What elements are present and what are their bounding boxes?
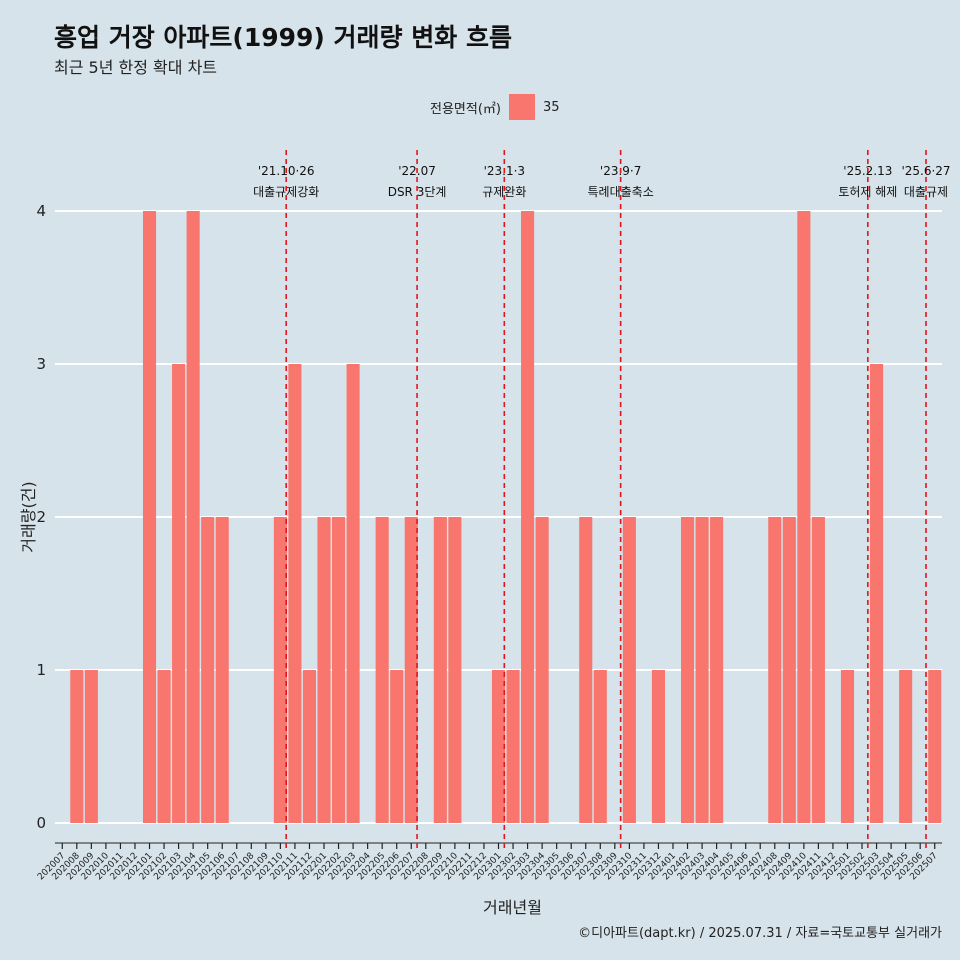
source-caption: ©디아파트(dapt.kr) / 2025.07.31 / 자료=국토교통부 실… [578, 926, 942, 941]
bar [70, 670, 84, 823]
legend-label: 35 [542, 99, 560, 115]
bar [928, 670, 942, 823]
event-description-label: 대출규제강화 [253, 185, 319, 199]
legend-title: 전용면적(㎡) [430, 101, 501, 117]
bar [157, 670, 171, 823]
event-description-label: 규제완화 [482, 185, 526, 199]
chart-title: 흥업 거장 아파트(1999) 거래량 변화 흐름 [54, 23, 512, 52]
bar [622, 517, 636, 823]
event-date-label: '25.2.13 [843, 164, 892, 178]
y-tick-label: 4 [36, 202, 46, 220]
x-axis-title: 거래년월 [483, 898, 542, 917]
bar [273, 517, 287, 823]
bar [593, 670, 607, 823]
legend: 전용면적(㎡) 35 [430, 94, 560, 120]
bar [870, 364, 884, 823]
bar [142, 211, 157, 823]
event-date-label: '21.10·26 [258, 164, 315, 178]
bar [201, 517, 215, 823]
bar [390, 670, 404, 823]
bar [651, 670, 665, 823]
bar [782, 517, 796, 823]
y-tick-label: 1 [36, 661, 46, 679]
bar [535, 517, 549, 823]
bar [840, 670, 855, 823]
bar [172, 364, 186, 823]
bar [84, 670, 98, 823]
bar [375, 517, 389, 823]
event-description-label: 토허제 해제 [838, 185, 897, 199]
bar [695, 517, 709, 823]
bar [710, 517, 724, 823]
y-tick-label: 3 [36, 355, 46, 373]
bar [332, 517, 346, 823]
bar [768, 517, 782, 823]
chart-subtitle: 최근 5년 한정 확대 차트 [54, 58, 218, 77]
bar [346, 364, 360, 823]
bar [797, 211, 811, 823]
bar [491, 670, 506, 823]
bar [579, 517, 593, 823]
event-description-label: 특례대출축소 [588, 185, 654, 199]
event-date-label: '23.1·3 [484, 164, 525, 178]
bar [215, 517, 229, 823]
y-axis-title: 거래량(건) [19, 481, 38, 552]
bar [899, 670, 913, 823]
bar [811, 517, 825, 823]
bar [317, 517, 331, 823]
y-tick-label: 2 [36, 508, 46, 526]
bar [680, 517, 695, 823]
bar [506, 670, 520, 823]
bar [433, 517, 447, 823]
bar [404, 517, 418, 823]
event-date-label: '25.6·27 [901, 164, 950, 178]
event-description-label: 대출규제 [904, 185, 948, 199]
legend-swatch [508, 94, 535, 120]
event-description-label: DSR 3단계 [388, 185, 447, 199]
bar [521, 211, 535, 823]
event-date-label: '23.9·7 [600, 164, 641, 178]
bar [448, 517, 462, 823]
bar [186, 211, 200, 823]
bar [288, 364, 302, 823]
event-date-label: '22.07 [398, 164, 436, 178]
y-tick-label: 0 [36, 814, 46, 832]
bar [302, 670, 317, 823]
